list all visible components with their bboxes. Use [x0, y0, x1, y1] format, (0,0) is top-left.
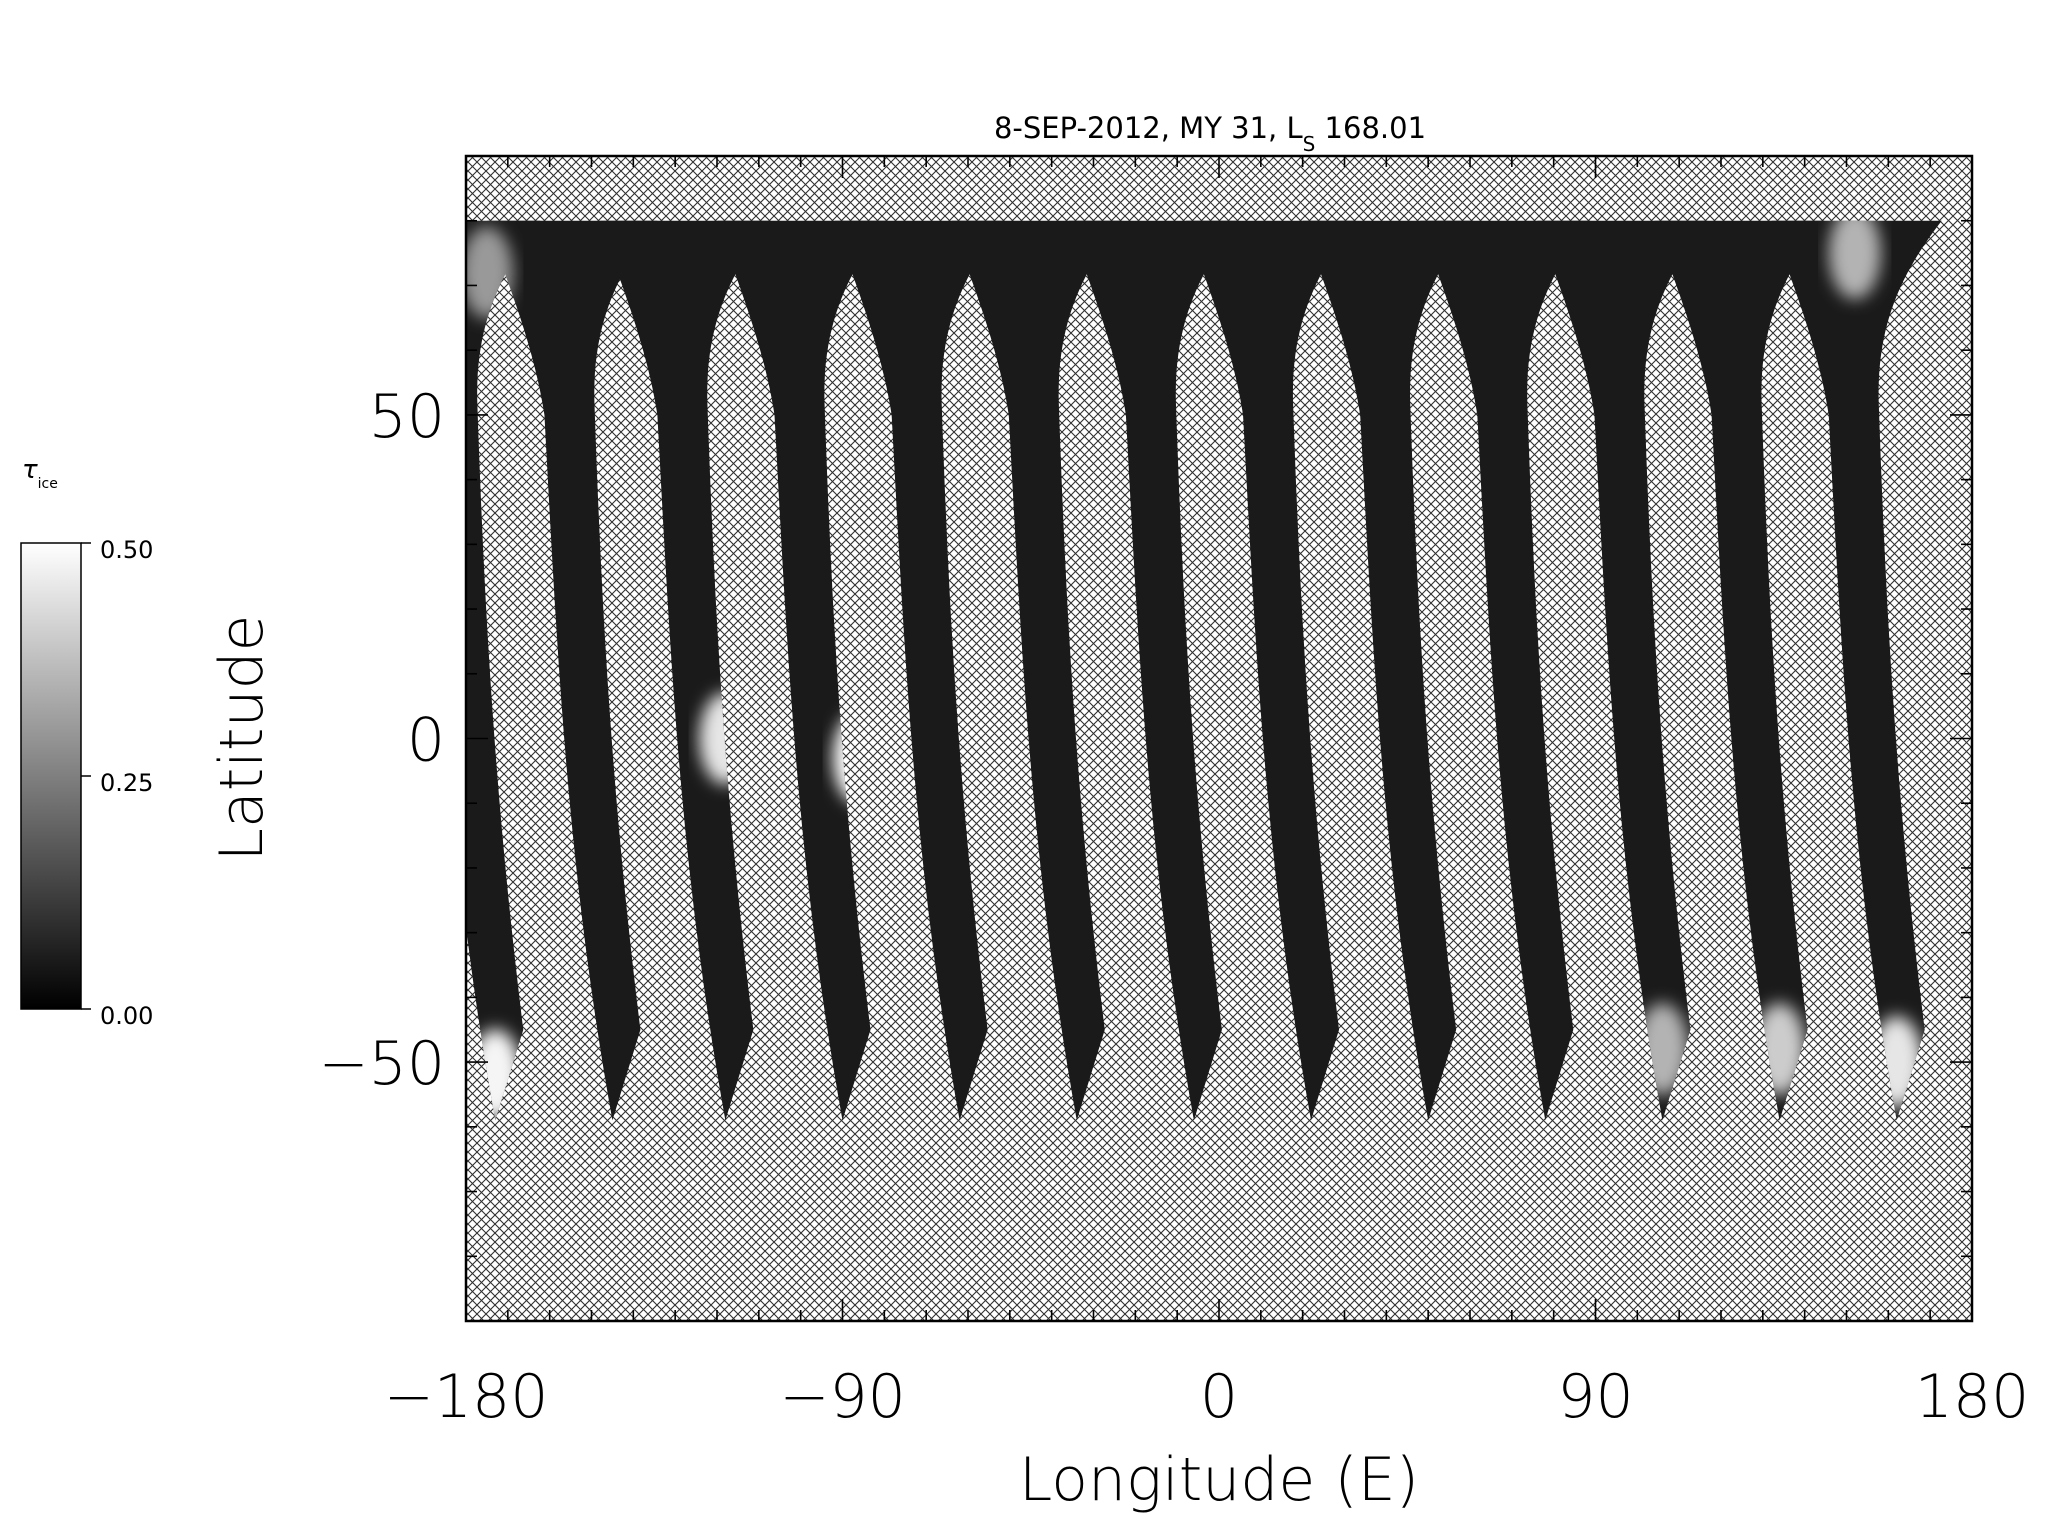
- colorbar-tick-label-max: 0.50: [100, 536, 153, 564]
- observation-swath: [466, 220, 541, 1121]
- colorbar-gradient: [20, 542, 82, 1010]
- observation-swath: [1068, 220, 1239, 1121]
- y-tick-label: 0: [407, 706, 445, 776]
- colorbar-tick-label-min: 0.00: [100, 1002, 153, 1030]
- observation-swath: [600, 220, 771, 1121]
- observation-swath: [1420, 220, 1591, 1121]
- x-axis-label: Longitude (E): [1019, 1445, 1419, 1515]
- colorbar-label: τice: [22, 455, 58, 492]
- observation-swath: [1771, 220, 1942, 1121]
- y-tick-label: 50: [369, 382, 445, 452]
- observation-swath: [1186, 220, 1357, 1121]
- chart-title: 8-SEP-2012, MY 31, LS 168.01: [994, 111, 1426, 156]
- observation-swath: [487, 220, 658, 1121]
- observation-swath: [1303, 220, 1474, 1121]
- x-tick-label: −90: [779, 1362, 906, 1432]
- observation-swath: [951, 220, 1122, 1121]
- y-axis-label: Latitude: [207, 615, 277, 862]
- x-tick-label: 90: [1557, 1362, 1633, 1432]
- x-tick-label: 0: [1200, 1362, 1238, 1432]
- observation-swath: [834, 220, 1005, 1121]
- observation-swath: [1537, 220, 1708, 1121]
- plot-area: [464, 154, 1974, 1323]
- observation-swath: [1654, 220, 1825, 1121]
- tick-layer: [465, 155, 1973, 1322]
- y-tick-label: −50: [318, 1029, 445, 1099]
- observation-swath: [717, 220, 888, 1121]
- x-tick-label: −180: [384, 1362, 549, 1432]
- x-tick-label: 180: [1915, 1362, 2030, 1432]
- ice-cloud-patch: [1828, 220, 1881, 300]
- colorbar: τice 0.50 0.25 0.00: [20, 455, 153, 1030]
- colorbar-tick-label-mid: 0.25: [100, 769, 153, 797]
